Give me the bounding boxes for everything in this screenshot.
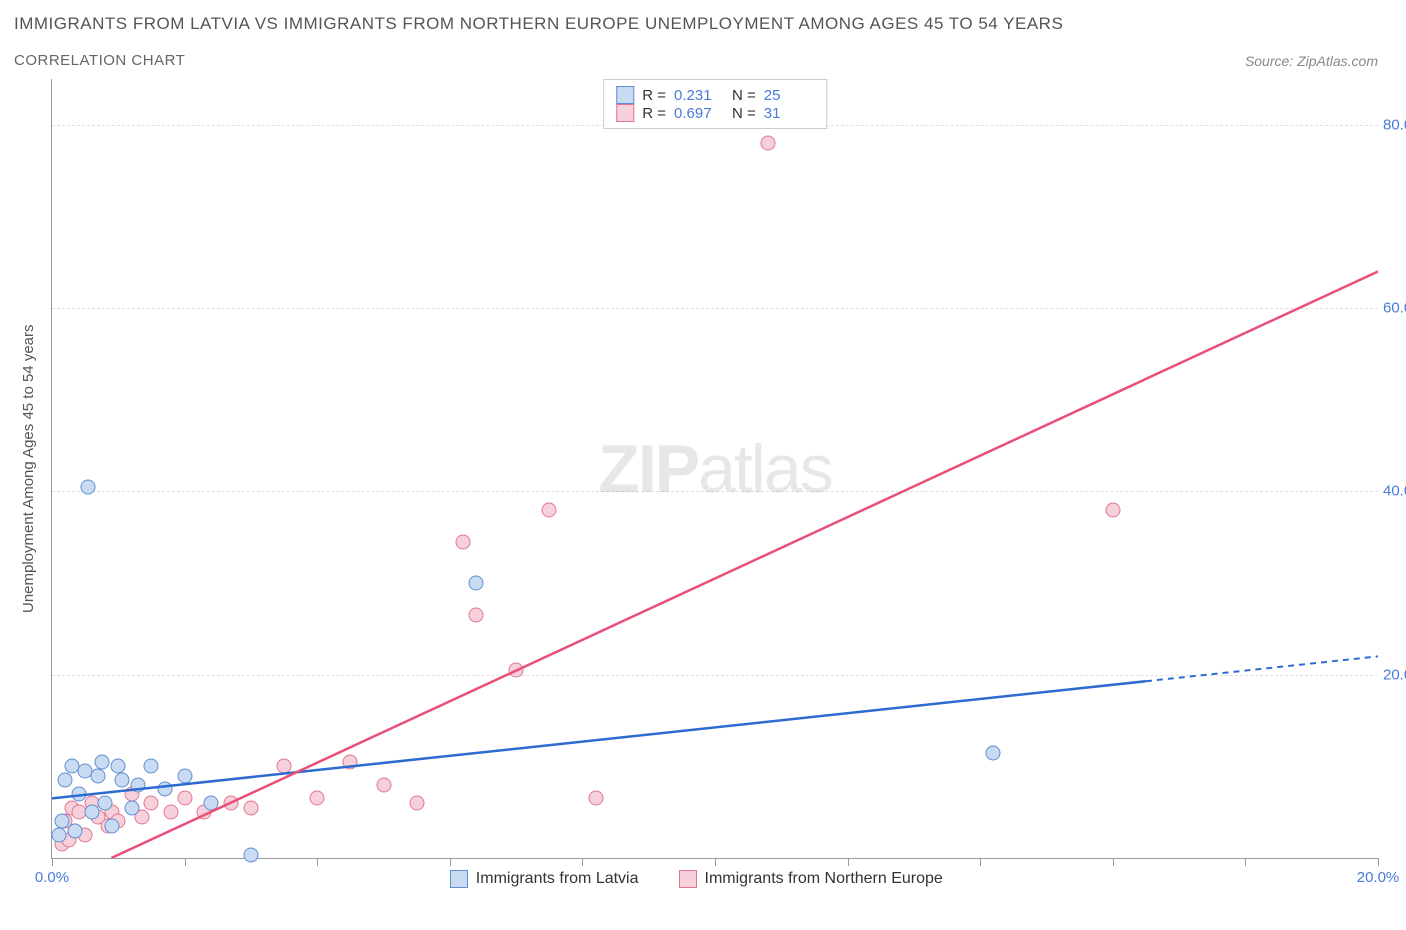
x-tick xyxy=(52,858,53,866)
r-label: R = xyxy=(642,87,666,104)
scatter-point xyxy=(1105,502,1120,517)
scatter-point xyxy=(986,745,1001,760)
legend-label-neurope: Immigrants from Northern Europe xyxy=(705,870,943,888)
gridline xyxy=(52,308,1378,309)
x-tick xyxy=(582,858,583,866)
scatter-point xyxy=(243,800,258,815)
source-attribution: Source: ZipAtlas.com xyxy=(1245,53,1378,69)
legend-row-neurope: R = 0.697 N = 31 xyxy=(616,104,814,122)
scatter-point xyxy=(91,768,106,783)
scatter-point xyxy=(81,479,96,494)
scatter-point xyxy=(131,777,146,792)
scatter-point xyxy=(761,136,776,151)
scatter-point xyxy=(157,782,172,797)
scatter-point xyxy=(469,576,484,591)
series-legend: Immigrants from Latvia Immigrants from N… xyxy=(450,870,943,888)
scatter-point xyxy=(177,768,192,783)
legend-item-latvia: Immigrants from Latvia xyxy=(450,870,639,888)
chart-subtitle: CORRELATION CHART xyxy=(14,52,185,69)
chart-container: Unemployment Among Ages 45 to 54 years R… xyxy=(14,79,1378,899)
scatter-point xyxy=(124,800,139,815)
legend-row-latvia: R = 0.231 N = 25 xyxy=(616,86,814,104)
scatter-point xyxy=(144,759,159,774)
scatter-point xyxy=(54,814,69,829)
scatter-point xyxy=(164,805,179,820)
scatter-point xyxy=(98,796,113,811)
y-tick-label: 40.0% xyxy=(1383,483,1406,500)
y-tick-label: 20.0% xyxy=(1383,666,1406,683)
x-tick xyxy=(715,858,716,866)
n-value-neurope: 31 xyxy=(764,105,814,122)
scatter-point xyxy=(310,791,325,806)
x-tick xyxy=(1245,858,1246,866)
scatter-point xyxy=(144,796,159,811)
x-tick-label: 20.0% xyxy=(1357,869,1400,886)
scatter-point xyxy=(409,796,424,811)
scatter-point xyxy=(177,791,192,806)
scatter-point xyxy=(588,791,603,806)
gridline xyxy=(52,675,1378,676)
scatter-point xyxy=(376,777,391,792)
r-value-latvia: 0.231 xyxy=(674,87,724,104)
x-tick xyxy=(450,858,451,866)
y-axis-label: Unemployment Among Ages 45 to 54 years xyxy=(14,189,43,749)
legend-swatch-latvia xyxy=(616,86,634,104)
legend-swatch-latvia xyxy=(450,870,468,888)
n-value-latvia: 25 xyxy=(764,87,814,104)
legend-swatch-neurope xyxy=(616,104,634,122)
correlation-legend: R = 0.231 N = 25 R = 0.697 N = 31 xyxy=(603,79,827,129)
scatter-point xyxy=(542,502,557,517)
n-label: N = xyxy=(732,87,756,104)
legend-item-neurope: Immigrants from Northern Europe xyxy=(679,870,943,888)
legend-label-latvia: Immigrants from Latvia xyxy=(476,870,639,888)
scatter-point xyxy=(84,805,99,820)
scatter-point xyxy=(114,773,129,788)
y-tick-label: 80.0% xyxy=(1383,116,1406,133)
x-tick xyxy=(848,858,849,866)
scatter-point xyxy=(224,796,239,811)
x-tick xyxy=(1113,858,1114,866)
scatter-point xyxy=(469,608,484,623)
scatter-point xyxy=(343,754,358,769)
subtitle-row: CORRELATION CHART Source: ZipAtlas.com xyxy=(14,52,1378,69)
scatter-point xyxy=(204,796,219,811)
scatter-point xyxy=(111,759,126,774)
scatter-point xyxy=(104,818,119,833)
scatter-point xyxy=(51,828,66,843)
scatter-point xyxy=(277,759,292,774)
scatter-point xyxy=(94,754,109,769)
x-tick xyxy=(317,858,318,866)
x-tick-label: 0.0% xyxy=(35,869,69,886)
scatter-point xyxy=(243,848,258,863)
scatter-point xyxy=(58,773,73,788)
watermark: ZIPatlas xyxy=(598,430,831,508)
scatter-point xyxy=(509,663,524,678)
scatter-point xyxy=(456,534,471,549)
x-tick xyxy=(980,858,981,866)
plot-area: R = 0.231 N = 25 R = 0.697 N = 31 ZIPatl… xyxy=(51,79,1378,859)
r-label: R = xyxy=(642,105,666,122)
legend-swatch-neurope xyxy=(679,870,697,888)
r-value-neurope: 0.697 xyxy=(674,105,724,122)
x-tick xyxy=(185,858,186,866)
chart-title: IMMIGRANTS FROM LATVIA VS IMMIGRANTS FRO… xyxy=(14,14,1378,34)
scatter-point xyxy=(68,823,83,838)
x-tick xyxy=(1378,858,1379,866)
scatter-point xyxy=(71,786,86,801)
n-label: N = xyxy=(732,105,756,122)
y-tick-label: 60.0% xyxy=(1383,300,1406,317)
